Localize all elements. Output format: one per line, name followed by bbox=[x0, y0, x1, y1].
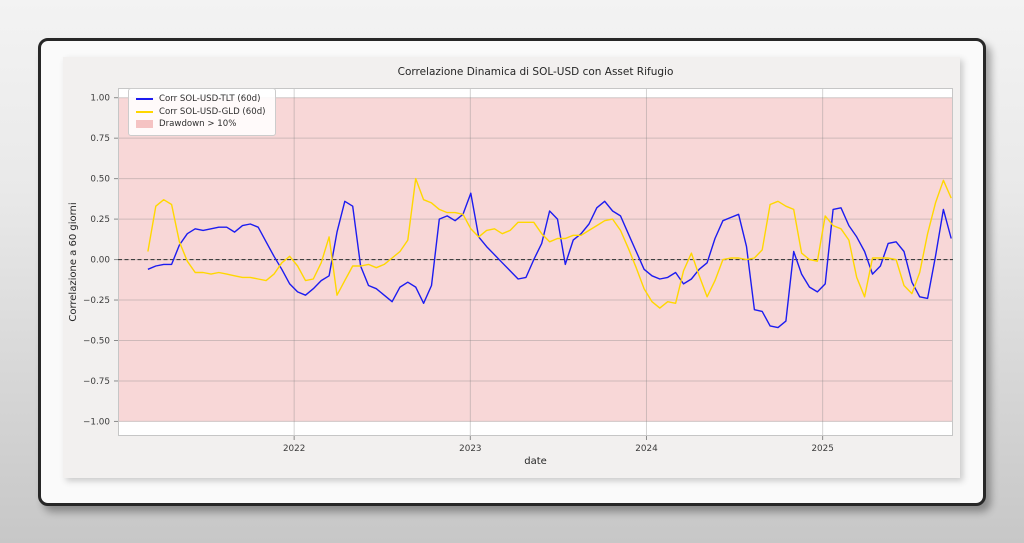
y-tick-label: 0.50 bbox=[90, 175, 110, 185]
gld-line-swatch-icon bbox=[136, 110, 153, 113]
chart-title: Correlazione Dinamica di SOL-USD con Ass… bbox=[397, 66, 674, 78]
x-tick-label: 2024 bbox=[635, 444, 658, 454]
legend-item-tlt: Corr SOL-USD-TLT (60d) bbox=[136, 93, 266, 106]
y-tick-label: −0.75 bbox=[83, 377, 110, 387]
y-tick-label: −0.50 bbox=[83, 337, 110, 347]
legend-label-tlt: Corr SOL-USD-TLT (60d) bbox=[159, 94, 261, 104]
y-tick-label: 0.25 bbox=[90, 215, 110, 225]
legend-label-gld: Corr SOL-USD-GLD (60d) bbox=[159, 106, 266, 117]
y-tick-label: 1.00 bbox=[90, 94, 110, 104]
y-tick-label: −1.00 bbox=[83, 417, 110, 427]
drawdown-band-swatch-icon bbox=[136, 120, 153, 129]
legend-item-gld: Corr SOL-USD-GLD (60d) bbox=[136, 106, 266, 119]
tlt-line-swatch-icon bbox=[136, 98, 153, 101]
y-axis-label: Correlazione a 60 giorni bbox=[68, 202, 79, 322]
x-tick-label: 2025 bbox=[811, 444, 833, 454]
app-window: 1.00 0.75 0.50 0.25 0.00 −0.25 −0.50 −0.75 −1.00… bbox=[38, 38, 986, 506]
y-tick-label: 0.00 bbox=[90, 256, 110, 266]
axes-spines bbox=[118, 88, 953, 436]
y-tick-label: −0.25 bbox=[83, 296, 110, 306]
chart-svg: 1.00 0.75 0.50 0.25 0.00 −0.25 −0.50 −0.75 −1.00… bbox=[83, 88, 953, 454]
legend-item-drawdown: Drawdown > 10% bbox=[136, 118, 266, 131]
legend-label-drawdown: Drawdown > 10% bbox=[159, 119, 237, 130]
legend: Corr SOL-USD-TLT (60d) Corr SOL-USD-GLD … bbox=[128, 88, 276, 136]
x-tick-label: 2022 bbox=[283, 444, 305, 454]
series-gld-line bbox=[147, 177, 952, 309]
x-axis-label: date bbox=[524, 456, 547, 467]
chart-figure: 1.00 0.75 0.50 0.25 0.00 −0.25 −0.50 −0.75 −1.00… bbox=[63, 57, 960, 478]
series-tlt-line bbox=[147, 192, 952, 329]
x-tick-label: 2023 bbox=[459, 444, 481, 454]
y-tick-label: 0.75 bbox=[90, 134, 110, 144]
